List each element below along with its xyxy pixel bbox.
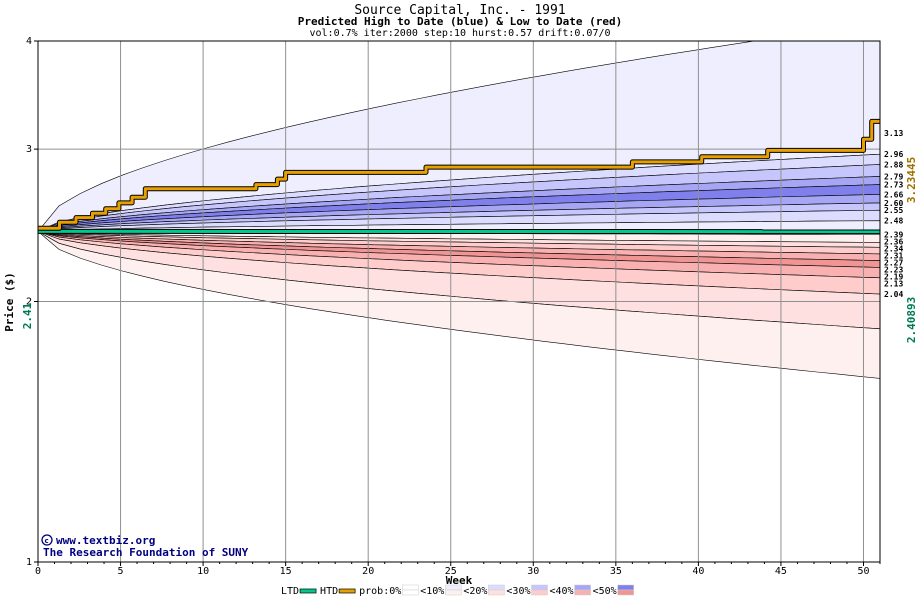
chart-params: vol:0.7% iter:2000 step:10 hurst:0.57 dr… bbox=[309, 28, 610, 39]
right-label-3: 2.79 bbox=[884, 172, 903, 181]
legend-label-3: <10% bbox=[420, 586, 444, 597]
htd-series-line bbox=[38, 119, 880, 230]
x-tick-label-0: 0 bbox=[35, 566, 41, 577]
x-axis-label: Week bbox=[446, 574, 473, 587]
right-label-7: 2.55 bbox=[884, 206, 903, 215]
right-label-0: 3.13 bbox=[884, 129, 903, 138]
legend-swatch-blue-2 bbox=[402, 584, 419, 591]
right-label-8: 2.48 bbox=[884, 217, 903, 226]
right-label-12: 2.31 bbox=[884, 252, 903, 261]
right-label-5: 2.66 bbox=[884, 190, 903, 199]
start-price-label: 2.41 bbox=[21, 302, 34, 329]
legend-swatch-red-5 bbox=[531, 589, 548, 596]
right-label-9: 2.39 bbox=[884, 231, 903, 240]
right-label-1: 2.96 bbox=[884, 150, 903, 159]
legend-label-4: <20% bbox=[463, 586, 487, 597]
legend-label-5: <30% bbox=[506, 586, 530, 597]
right-label-10: 2.36 bbox=[884, 238, 903, 247]
y-ticks: 1 2 3 4 bbox=[26, 36, 38, 568]
credit-url[interactable]: www.textbiz.org bbox=[56, 534, 155, 547]
x-tick-label-45: 45 bbox=[775, 566, 787, 577]
series bbox=[37, 118, 881, 235]
right-label-13: 2.27 bbox=[884, 259, 903, 268]
legend-swatch-red-7 bbox=[617, 589, 634, 596]
legend-swatch-red-6 bbox=[574, 589, 591, 596]
x-tick-label-25: 25 bbox=[445, 566, 457, 577]
x-tick-label-15: 15 bbox=[280, 566, 292, 577]
legend-swatch-blue-3 bbox=[445, 584, 462, 591]
htd-current-label: 3.23445 bbox=[905, 157, 918, 203]
chart-title: Source Capital, Inc. - 1991 bbox=[354, 3, 565, 18]
x-tick-label-35: 35 bbox=[610, 566, 622, 577]
ltd-current-label: 2.40893 bbox=[905, 297, 918, 343]
credit: c www.textbiz.org The Research Foundatio… bbox=[41, 534, 249, 559]
legend-swatch-blue-4 bbox=[488, 584, 505, 591]
legend-swatch-red-4 bbox=[488, 589, 505, 596]
legend-label-1: HTD bbox=[320, 586, 338, 597]
legend-label-0: LTD bbox=[281, 586, 299, 597]
right-labels: 3.13 2.96 2.88 2.792.732.662.602.55 2.48 2.39… bbox=[884, 129, 903, 299]
legend-swatch-0 bbox=[299, 588, 317, 594]
y-tick-label-3: 3 bbox=[26, 144, 32, 155]
legend-swatch-blue-7 bbox=[617, 584, 634, 591]
legend-swatch-red-3 bbox=[445, 589, 462, 596]
y-tick-label-4: 4 bbox=[26, 36, 32, 47]
grid bbox=[38, 41, 880, 562]
credit-org: The Research Foundation of SUNY bbox=[43, 546, 249, 559]
right-label-6: 2.60 bbox=[884, 199, 903, 208]
right-label-16: 2.13 bbox=[884, 280, 903, 289]
legend: LTD HTD prob:0% <10% <20% <30% <40% <50% bbox=[281, 584, 634, 597]
y-tick-label-2: 2 bbox=[26, 297, 32, 308]
copyright-icon bbox=[41, 534, 53, 546]
y-axis-label: Price ($) bbox=[3, 272, 16, 332]
legend-label-6: <40% bbox=[550, 586, 574, 597]
copyright-icon-c: c bbox=[45, 537, 49, 545]
x-tick-label-40: 40 bbox=[692, 566, 704, 577]
chart-subtitle: Predicted High to Date (blue) & Low to D… bbox=[298, 15, 623, 28]
right-label-15: 2.19 bbox=[884, 273, 903, 282]
legend-swatch-blue-6 bbox=[574, 584, 591, 591]
right-label-11: 2.34 bbox=[884, 245, 903, 254]
right-label-4: 2.73 bbox=[884, 181, 903, 190]
y-tick-label-1: 1 bbox=[26, 557, 32, 568]
legend-label-2: prob:0% bbox=[359, 586, 401, 597]
x-tick-label-50: 50 bbox=[857, 566, 869, 577]
right-label-2: 2.88 bbox=[884, 161, 903, 170]
right-label-14: 2.23 bbox=[884, 266, 903, 275]
x-ticks: 0 5 10 15 20 25 30 35 40 45 50 bbox=[35, 562, 881, 577]
right-label-17: 2.04 bbox=[884, 290, 903, 299]
x-tick-label-20: 20 bbox=[362, 566, 374, 577]
x-tick-label-5: 5 bbox=[118, 566, 124, 577]
legend-swatch-1 bbox=[338, 588, 356, 594]
x-tick-label-30: 30 bbox=[527, 566, 539, 577]
x-tick-label-10: 10 bbox=[197, 566, 209, 577]
legend-label-7: <50% bbox=[593, 586, 617, 597]
legend-swatch-red-2 bbox=[402, 589, 419, 596]
legend-swatch-blue-5 bbox=[531, 584, 548, 591]
